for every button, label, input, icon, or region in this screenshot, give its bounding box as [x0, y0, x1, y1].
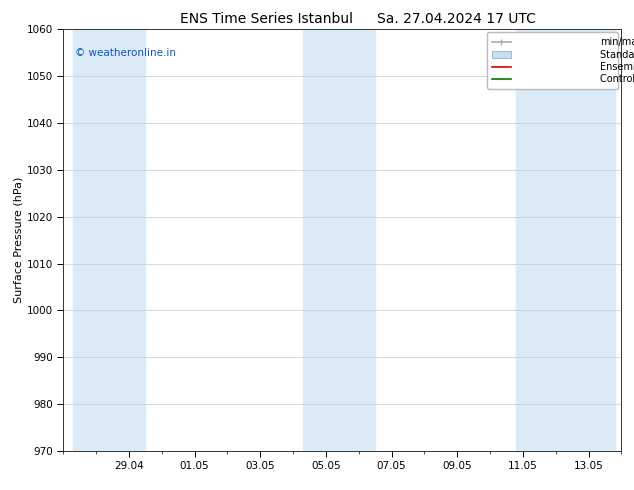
Bar	[74, 29, 145, 451]
Legend: min/max, Standard deviation, Ensemble mean run, Controll run: min/max, Standard deviation, Ensemble me…	[487, 32, 618, 89]
Bar	[516, 29, 615, 451]
Text: © weatheronline.in: © weatheronline.in	[75, 49, 176, 58]
Bar	[303, 29, 375, 451]
Text: Sa. 27.04.2024 17 UTC: Sa. 27.04.2024 17 UTC	[377, 12, 536, 26]
Y-axis label: Surface Pressure (hPa): Surface Pressure (hPa)	[14, 177, 24, 303]
Text: ENS Time Series Istanbul: ENS Time Series Istanbul	[180, 12, 353, 26]
